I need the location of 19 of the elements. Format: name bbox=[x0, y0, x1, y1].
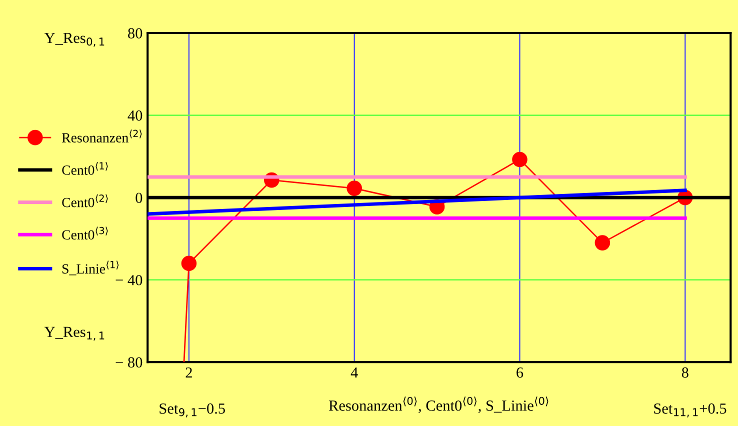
text: Set$_{9,1}$−0.5 bbox=[160, 403, 225, 418]
legend-label: Cent0$^{⟨1⟩}$ bbox=[62, 162, 108, 175]
text: Y_Res$_{1,1}$ bbox=[44, 326, 104, 341]
text: Y_Res$_{0,1}$ bbox=[44, 32, 104, 47]
y-tick-label: − 80 bbox=[116, 357, 142, 368]
y-tick-label: 0 bbox=[136, 192, 142, 204]
y-tick-label: 80 bbox=[128, 28, 142, 38]
x-tick-label: 2 bbox=[186, 367, 192, 378]
text: Set$_{11,1}$+0.5 bbox=[654, 403, 726, 418]
x-axis-title: Resonanzen$^{⟨0⟩}$, Cent0$^{⟨0⟩}$, S_Linie$^{⟨0⟩}$ bbox=[328, 396, 548, 413]
y-tick-label: − 40 bbox=[116, 274, 142, 286]
y-tick-label: 40 bbox=[128, 110, 142, 121]
legend-label: S_Linie$^{⟨1⟩}$ bbox=[62, 260, 119, 276]
legend-label: Cent0$^{⟨2⟩}$ bbox=[62, 194, 108, 208]
legend-label: Cent0$^{⟨3⟩}$ bbox=[62, 226, 108, 240]
x-tick-label: 6 bbox=[516, 367, 524, 378]
x-tick-label: 4 bbox=[350, 368, 358, 378]
legend-label: Resonanzen$^{⟨2⟩}$ bbox=[62, 130, 142, 142]
x-tick-label: 8 bbox=[682, 367, 688, 378]
